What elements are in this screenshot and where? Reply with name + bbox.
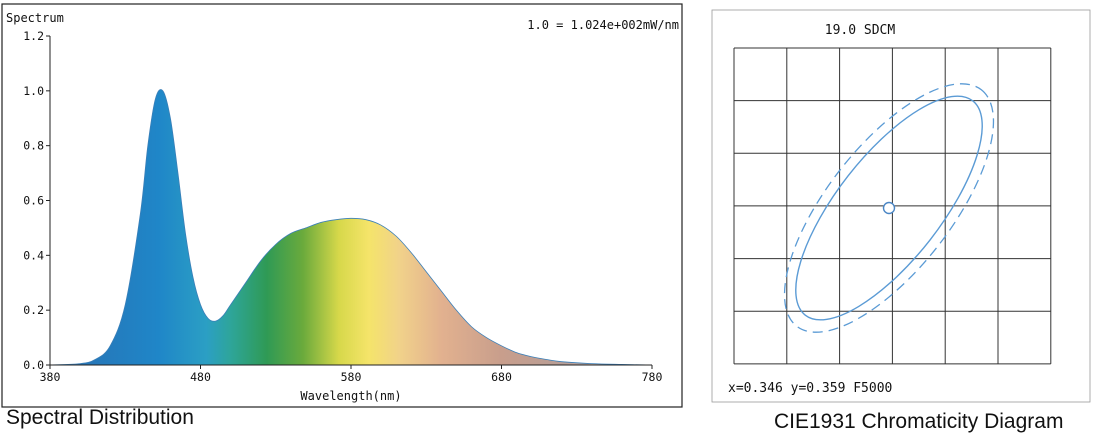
cie-diagram-caption: CIE1931 Chromaticity Diagram — [774, 410, 1064, 433]
spectrum-y-tick-label: 1.0 — [23, 84, 44, 98]
chromaticity-diagram — [733, 47, 1052, 365]
spectrum-title: Spectrum — [6, 11, 64, 25]
spectrum-x-ticks: 380 480 580 680 780 — [40, 365, 663, 384]
spectrum-y-ticks: 0.0 0.2 0.4 0.6 0.8 1.0 1.2 — [23, 29, 50, 372]
spectrum-x-label: Wavelength(nm) — [300, 389, 401, 403]
spectrum-y-tick-label: 0.0 — [23, 358, 44, 372]
spectrum-x-tick-label: 480 — [190, 370, 211, 384]
spectrum-chart: 380 480 580 680 780 0.0 0.2 0.4 0.6 0.8 1.0 1.2 Sp… — [6, 11, 679, 403]
sdcm-ellipse-outer — [783, 83, 995, 333]
spectrum-y-tick-label: 0.6 — [23, 194, 44, 208]
spectrum-y-tick-label: 0.2 — [23, 303, 44, 317]
spectrum-y-tick-label: 0.8 — [23, 139, 44, 153]
spectrum-x-tick-label: 780 — [642, 370, 663, 384]
spectrum-x-tick-label: 380 — [40, 370, 61, 384]
chromaticity-point — [882, 201, 896, 215]
sdcm-ellipse-inner — [795, 95, 983, 321]
spectrum-scale-annotation: 1.0 = 1.024e+002mW/nm — [527, 18, 679, 32]
spectrum-x-tick-label: 680 — [491, 370, 512, 384]
spectrum-y-tick-label: 0.4 — [23, 248, 44, 262]
chromaticity-readout: x=0.346 y=0.359 F5000 — [728, 381, 892, 396]
spectrum-x-tick-label: 580 — [341, 370, 362, 384]
spectral-distribution-caption: Spectral Distribution — [6, 406, 194, 429]
sdcm-title: 19.0 SDCM — [825, 23, 896, 38]
spectrum-curve — [49, 89, 653, 366]
spectrum-y-tick-label: 1.2 — [23, 29, 44, 43]
